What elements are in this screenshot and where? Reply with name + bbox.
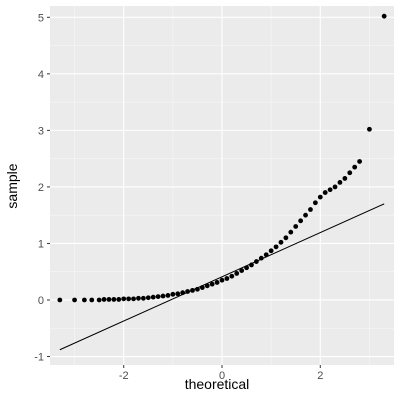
data-point	[106, 297, 112, 302]
data-point	[195, 286, 200, 292]
data-point	[224, 276, 230, 281]
data-point	[140, 295, 146, 301]
data-point	[268, 248, 274, 254]
data-point	[303, 212, 308, 218]
data-point	[121, 296, 127, 302]
data-point	[82, 297, 87, 303]
data-point	[111, 297, 117, 302]
y-tick-label: 0	[38, 295, 44, 307]
data-point	[101, 297, 107, 302]
y-tick-label: 3	[38, 125, 44, 137]
data-point	[298, 218, 304, 224]
x-tick-label: 2	[317, 370, 323, 382]
data-point	[126, 296, 132, 302]
data-point	[337, 179, 343, 185]
data-point	[254, 259, 259, 264]
y-tick-label: 4	[38, 69, 44, 81]
data-point	[214, 280, 220, 285]
y-axis-title: sample	[4, 163, 20, 208]
y-tick-label: -1	[34, 352, 44, 364]
data-point	[136, 295, 141, 301]
data-point	[180, 290, 186, 296]
data-point	[89, 297, 95, 303]
data-point	[258, 255, 264, 261]
data-point	[234, 271, 240, 276]
data-point	[185, 289, 191, 294]
data-point	[278, 239, 284, 245]
data-point	[219, 277, 225, 283]
data-point	[72, 297, 77, 303]
data-point	[273, 244, 279, 250]
data-point	[244, 265, 249, 271]
data-point	[381, 13, 387, 19]
data-point	[190, 287, 195, 293]
data-point	[312, 200, 318, 206]
data-point	[327, 187, 333, 193]
data-point	[175, 291, 181, 297]
data-point	[145, 295, 151, 301]
data-point	[150, 294, 156, 300]
y-axis-ticks: -1 0 1 2 3 4 5	[34, 12, 50, 364]
data-point	[347, 170, 353, 176]
data-point	[165, 293, 171, 298]
data-point	[317, 194, 323, 200]
data-point	[57, 297, 63, 303]
data-point	[239, 268, 245, 273]
x-tick-label: 0	[219, 370, 225, 382]
y-tick-label: 5	[38, 12, 44, 24]
data-point	[332, 184, 338, 190]
y-tick-label: 1	[38, 238, 44, 250]
data-point	[352, 164, 358, 170]
data-point	[160, 293, 166, 299]
data-point	[170, 291, 176, 297]
data-point	[155, 294, 161, 299]
data-point	[322, 190, 328, 195]
x-axis-ticks: -2 0 2	[119, 365, 323, 382]
data-point	[209, 281, 215, 287]
data-point	[263, 252, 269, 258]
data-point	[249, 262, 254, 268]
data-point	[288, 229, 294, 235]
data-point	[229, 273, 235, 279]
reference-line	[59, 203, 385, 351]
data-point	[293, 224, 299, 229]
data-point	[131, 296, 136, 302]
data-point	[116, 297, 122, 302]
data-points	[57, 13, 387, 303]
data-point	[283, 235, 289, 241]
data-point	[308, 207, 313, 212]
data-point	[342, 176, 348, 181]
x-axis-title: theoretical	[185, 376, 250, 392]
data-point	[367, 126, 372, 132]
data-point	[357, 159, 362, 164]
data-point	[199, 285, 205, 290]
y-tick-label: 2	[38, 182, 44, 194]
data-point	[96, 297, 102, 303]
data-point	[204, 283, 210, 289]
x-tick-label: -2	[119, 370, 129, 382]
